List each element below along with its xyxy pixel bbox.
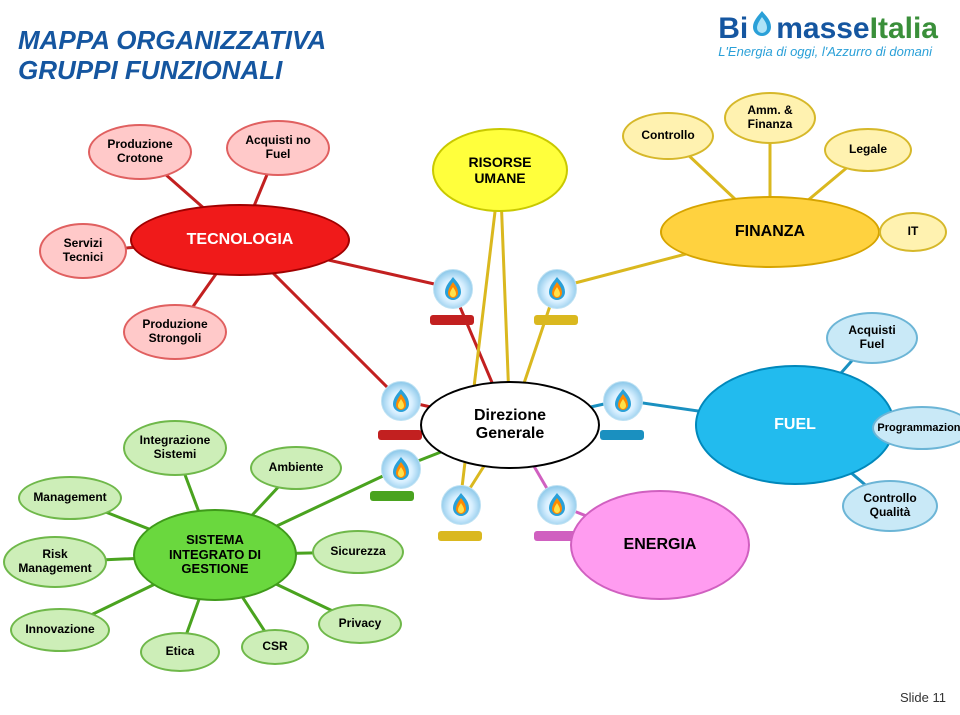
flame-icon <box>433 269 473 309</box>
node-csr: CSR <box>241 629 309 665</box>
node-servizi_tecnici: ServiziTecnici <box>39 223 127 279</box>
flame-icon <box>603 381 643 421</box>
node-management: Management <box>18 476 122 520</box>
slide-footer: Slide 11 <box>900 690 946 705</box>
hub-fuel: FUEL <box>695 365 895 485</box>
hub-risorse: RISORSEUMANE <box>432 128 568 212</box>
node-etica: Etica <box>140 632 220 672</box>
hub-finanza: FINANZA <box>660 196 880 268</box>
flame-icon <box>441 485 481 525</box>
diagram-stage: TECNOLOGIA RISORSEUMANE FINANZA DirezioneGe… <box>0 0 960 715</box>
node-ambiente: Ambiente <box>250 446 342 490</box>
node-it: IT <box>879 212 947 252</box>
node-acq_no_fuel: Acquisti noFuel <box>226 120 330 176</box>
node-prod_strongoli: ProduzioneStrongoli <box>123 304 227 360</box>
node-integr_sistemi: IntegrazioneSistemi <box>123 420 227 476</box>
hub-energia: ENERGIA <box>570 490 750 600</box>
node-acq_fuel: AcquistiFuel <box>826 312 918 364</box>
node-privacy: Privacy <box>318 604 402 644</box>
node-amm_finanza: Amm. &Finanza <box>724 92 816 144</box>
node-legale: Legale <box>824 128 912 172</box>
flame-icon <box>537 269 577 309</box>
hub-tecnologia: TECNOLOGIA <box>130 204 350 276</box>
flame-icon <box>537 485 577 525</box>
node-controllo: Controllo <box>622 112 714 160</box>
flame-icon <box>381 449 421 489</box>
hub-direzione: DirezioneGenerale <box>420 381 600 469</box>
node-sicurezza: Sicurezza <box>312 530 404 574</box>
node-innovazione: Innovazione <box>10 608 110 652</box>
node-ctrl_qualita: ControlloQualità <box>842 480 938 532</box>
flame-icon <box>381 381 421 421</box>
hub-sistema: SISTEMAINTEGRATO DIGESTIONE <box>133 509 297 601</box>
node-prod_crotone: ProduzioneCrotone <box>88 124 192 180</box>
node-risk_mgmt: RiskManagement <box>3 536 107 588</box>
connector-lines <box>0 0 960 715</box>
